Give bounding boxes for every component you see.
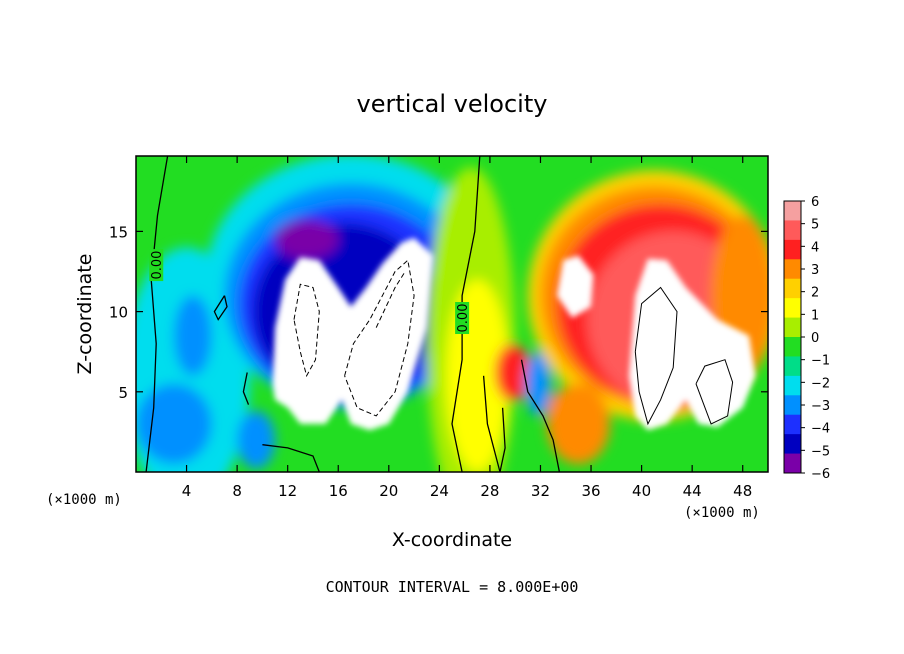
field-region — [275, 220, 339, 259]
plot-frame — [135, 155, 769, 473]
colorbar-swatch — [784, 201, 801, 221]
colorbar-swatch — [784, 337, 801, 357]
colorbar-tick-label: 6 — [811, 195, 819, 210]
z-tick-label: 15 — [109, 223, 128, 241]
chart-title: vertical velocity — [357, 90, 548, 118]
field-region — [525, 351, 551, 416]
contour-line — [293, 283, 320, 378]
contour-label: 0.00 — [150, 251, 165, 280]
field-region — [173, 295, 212, 376]
colorbar-tick-label: −6 — [811, 467, 830, 482]
z-tick-label: 5 — [118, 384, 128, 402]
x-tick-label: 4 — [182, 482, 192, 500]
contour-label: 0.00 — [456, 304, 471, 333]
colorbar-tick-label: 5 — [811, 218, 819, 233]
contour-label-bg — [149, 249, 164, 282]
x-tick-label: 44 — [683, 482, 702, 500]
x-tick-label: 28 — [480, 482, 499, 500]
colorbar-swatch — [784, 220, 801, 241]
field-region — [136, 383, 212, 464]
contour-line — [213, 295, 228, 321]
colorbar-tick-label: 3 — [811, 263, 819, 278]
x-tick-label: 20 — [379, 482, 398, 500]
x-axis-label: X-coordinate — [392, 529, 512, 551]
colorbar-swatch — [784, 434, 801, 455]
contour-line — [634, 286, 678, 426]
colorbar-tick-label: −5 — [811, 444, 830, 459]
field-core — [556, 255, 594, 318]
x-tick-label: 24 — [430, 482, 449, 500]
colorbar: 6 5 4 3 2 1 0 −1 −2 −3 −4 −5 −6 — [783, 195, 830, 482]
x-tick-label: 12 — [278, 482, 297, 500]
z-tick-label: 10 — [109, 304, 128, 322]
colorbar-swatch — [784, 395, 801, 416]
z-axis: 5 10 15 — [109, 223, 768, 402]
contour-line — [499, 407, 506, 472]
contour-line — [695, 359, 734, 425]
x-axis: 4 8 12 16 20 24 28 32 36 40 44 48 — [182, 156, 752, 500]
field-region — [218, 359, 244, 424]
colorbar-swatch — [784, 414, 801, 435]
x-tick-label: 36 — [581, 482, 600, 500]
contour-interval-note: CONTOUR INTERVAL = 8.000E+00 — [326, 578, 579, 596]
colorbar-swatch — [784, 259, 801, 280]
colorbar-tick-label: −4 — [811, 422, 830, 437]
colorbar-swatch — [784, 453, 801, 474]
colorbar-tick-label: 0 — [811, 331, 819, 346]
heatmap-field: 0.00 0.00 — [136, 156, 768, 472]
x-unit-note-left: (×1000 m) — [46, 492, 122, 508]
contour-line — [344, 259, 415, 417]
colorbar-tick-label: 4 — [811, 240, 819, 255]
contour-line — [262, 444, 320, 472]
contour-line — [375, 271, 406, 328]
colorbar-tick-label: 1 — [811, 308, 819, 323]
field-core — [629, 258, 756, 431]
field-region — [494, 343, 531, 402]
x-tick-label: 16 — [329, 482, 348, 500]
colorbar-swatch — [784, 317, 801, 338]
z-axis-label: Z-coordinate — [74, 254, 96, 375]
colorbar-swatch — [784, 239, 801, 260]
contour-line — [242, 372, 250, 405]
colorbar-tick-label: 2 — [811, 286, 819, 301]
colorbar-swatch — [784, 278, 801, 299]
contour-line — [520, 359, 561, 472]
x-tick-label: 8 — [232, 482, 242, 500]
colorbar-tick-label: −3 — [811, 399, 830, 414]
colorbar-swatch — [784, 356, 801, 377]
x-unit-note-right: (×1000 m) — [684, 505, 760, 521]
colorbar-tick-label: −2 — [811, 376, 830, 391]
colorbar-swatch — [784, 375, 801, 396]
field-region — [546, 383, 611, 464]
field-core — [272, 237, 433, 431]
contour-label-bg — [455, 302, 470, 335]
colorbar-swatch — [784, 298, 801, 319]
x-tick-label: 32 — [531, 482, 550, 500]
contour-line — [145, 156, 169, 472]
x-tick-label: 48 — [733, 482, 752, 500]
field-region — [237, 411, 276, 469]
x-tick-label: 40 — [632, 482, 651, 500]
contour-line — [482, 375, 501, 472]
colorbar-tick-label: −1 — [811, 354, 830, 369]
